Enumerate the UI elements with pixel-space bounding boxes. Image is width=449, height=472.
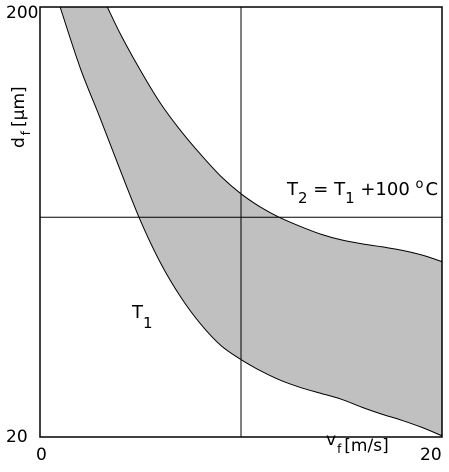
y-axis-label: df [µm] — [9, 86, 33, 148]
series-label-t1-sub: 1 — [143, 314, 153, 332]
y-tick-label-bottom: 20 — [6, 427, 28, 447]
series-t1-line — [59, 6, 443, 437]
series-t2-line — [106, 6, 443, 263]
series-label-t2-eq: = — [308, 179, 335, 200]
series-label-t1: T1 — [131, 302, 153, 332]
x-axis-label-main: v — [326, 430, 336, 450]
y-axis-label-main: d — [9, 137, 29, 148]
series-label-t2-plus: +100 — [355, 179, 416, 200]
x-axis-label-sub: f — [337, 442, 342, 456]
series-label-t1-main: T — [131, 302, 144, 323]
y-axis-label-unit: [µm] — [9, 86, 29, 127]
x-tick-label-right: 20 — [420, 445, 442, 465]
series-label-t2-sub1: 1 — [345, 189, 355, 207]
x-axis-label-unit: [m/s] — [344, 436, 388, 456]
series-label-t2-c: C — [425, 179, 438, 200]
series-label-t2-t1: T — [333, 179, 346, 200]
y-axis-label-sub: f — [19, 130, 33, 135]
series-label-t2-sub: 2 — [298, 189, 308, 207]
series-label-t2-degree: o — [416, 177, 424, 192]
plot-frame — [39, 6, 443, 438]
band-area — [60, 7, 442, 436]
x-axis-label: vf [m/s] — [326, 430, 389, 456]
x-tick-label-left: 0 — [36, 445, 47, 465]
y-tick-label-top: 200 — [6, 3, 38, 23]
series-label-t2-t: T — [286, 179, 299, 200]
